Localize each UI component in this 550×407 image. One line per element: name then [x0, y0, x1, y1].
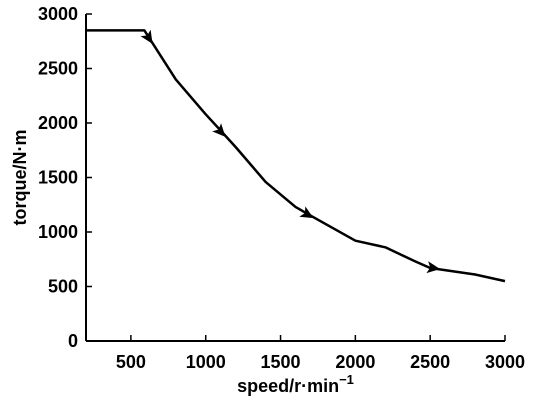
x-tick-label: 500 — [116, 352, 146, 372]
x-tick-label: 3000 — [485, 352, 525, 372]
x-tick-label: 2500 — [410, 352, 450, 372]
y-tick-label: 1000 — [38, 222, 78, 242]
direction-arrows — [140, 29, 441, 274]
series-line — [86, 29, 506, 283]
x-ticks: 500 1000 1500 2000 2500 3000 — [116, 335, 525, 372]
y-tick-label: 0 — [68, 331, 78, 351]
x-tick-label: 1000 — [186, 352, 226, 372]
direction-arrow — [426, 261, 441, 274]
y-tick-label: 2000 — [38, 113, 78, 133]
direction-arrow — [140, 29, 153, 44]
x-axis-label: speed/r·min−1 — [237, 372, 354, 396]
y-tick-label: 1500 — [38, 168, 78, 188]
x-tick-label: 2000 — [335, 352, 375, 372]
direction-arrow — [212, 123, 226, 137]
y-axis-label: torque/N·m — [10, 130, 30, 226]
y-tick-label: 2500 — [38, 59, 78, 79]
direction-arrow — [299, 206, 314, 219]
y-ticks: 0 500 1000 1500 2000 2500 3000 — [38, 4, 92, 351]
x-tick-label: 1500 — [261, 352, 301, 372]
y-tick-label: 3000 — [38, 4, 78, 24]
y-tick-label: 500 — [48, 277, 78, 297]
